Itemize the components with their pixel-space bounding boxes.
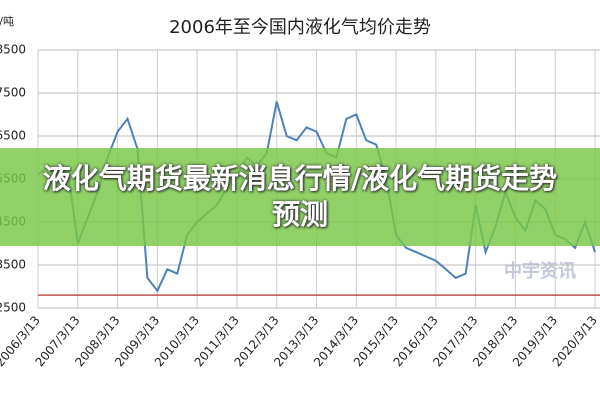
y-tick-label: 3500 [0, 258, 26, 272]
overlay-banner: 液化气期货最新消息行情/液化气期货走势预测 [0, 148, 600, 246]
y-tick-label: 8500 [0, 43, 26, 57]
y-axis-unit: 元/吨 [0, 15, 14, 28]
y-tick-label: 2500 [0, 301, 26, 315]
y-tick-label: 6500 [0, 129, 26, 143]
chart-title: 2006年至今国内液化气均价走势 [169, 17, 431, 38]
watermark: 中宇资讯 [504, 260, 576, 282]
overlay-title: 液化气期货最新消息行情/液化气期货走势预测 [42, 162, 558, 231]
y-tick-label: 7500 [0, 86, 26, 100]
